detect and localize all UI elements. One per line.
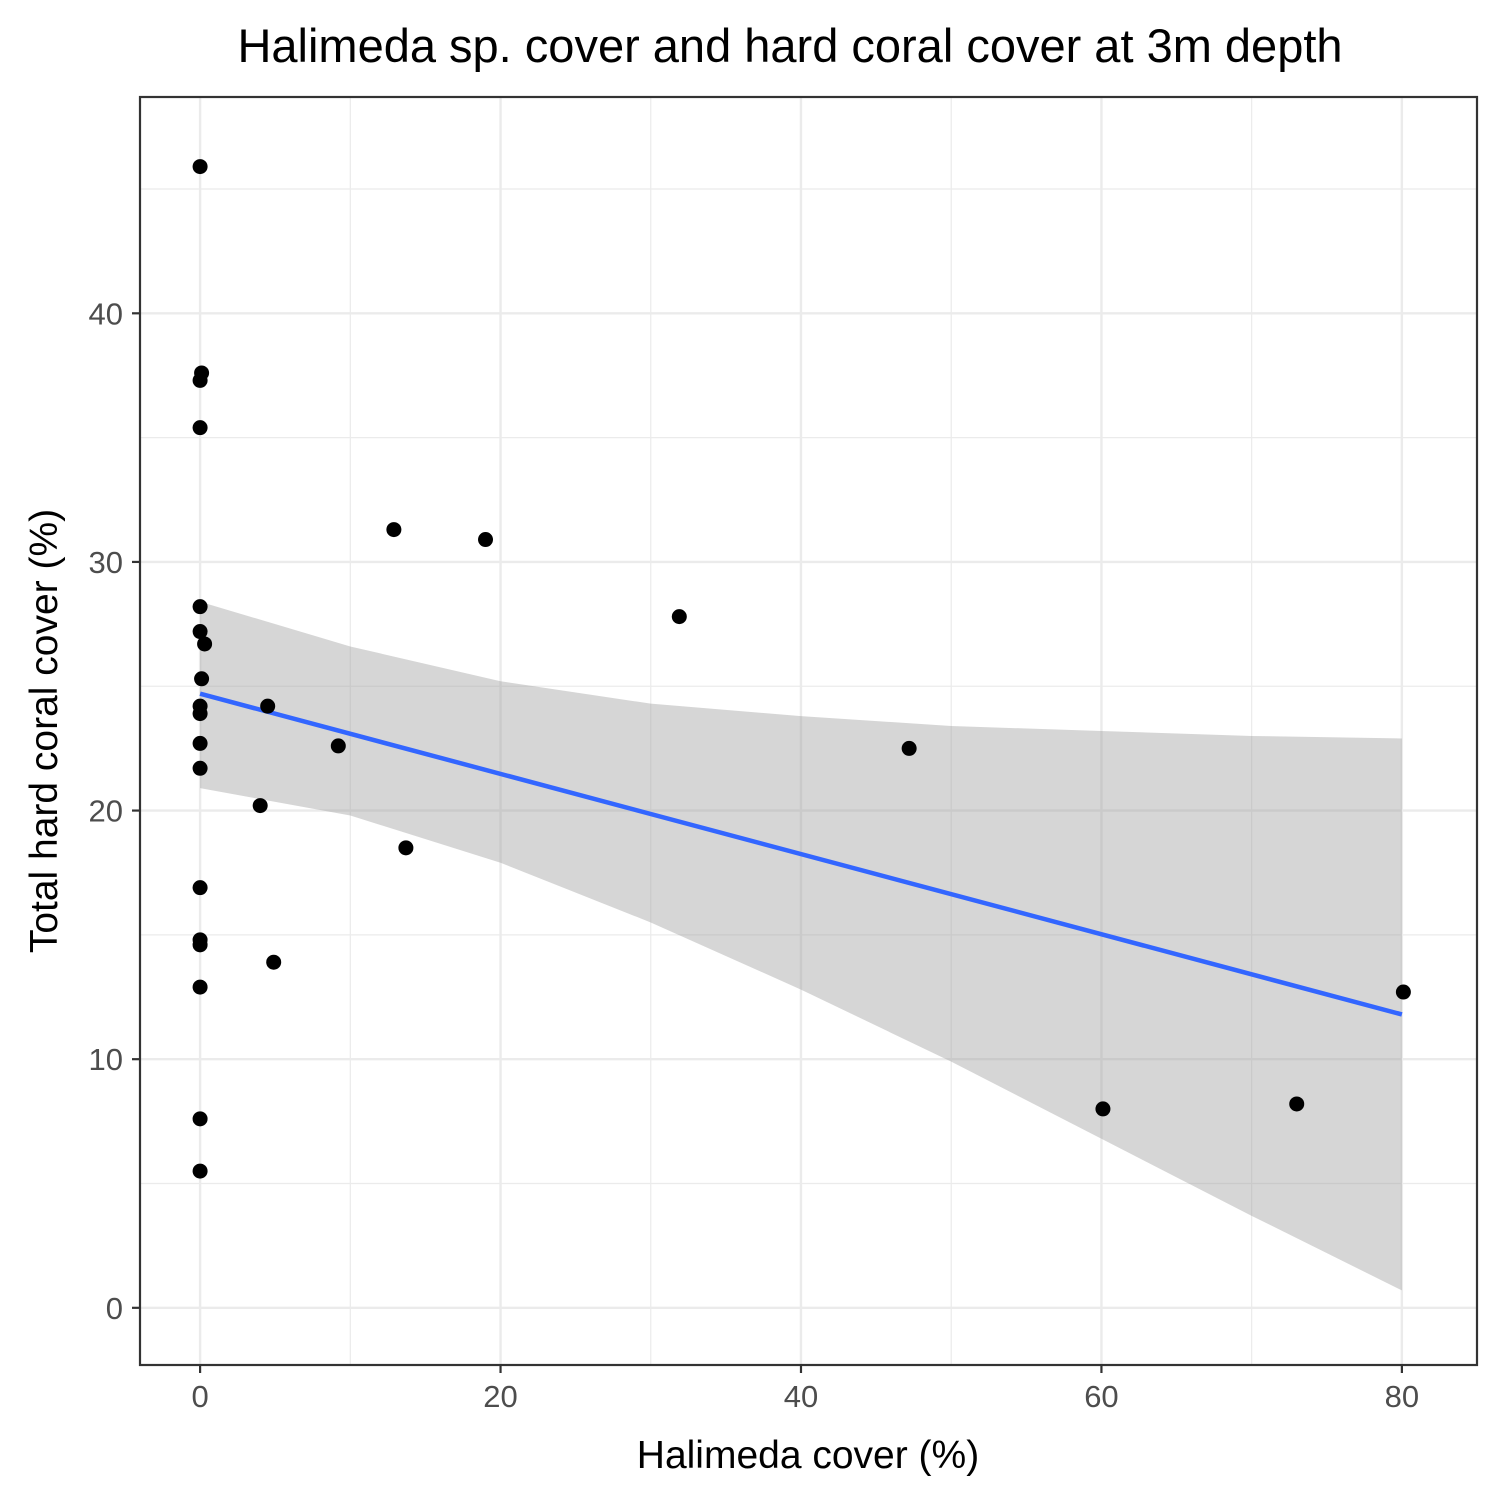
data-point: [192, 706, 208, 722]
y-tick-label: 40: [89, 296, 123, 331]
data-point: [398, 840, 414, 856]
data-point: [194, 671, 210, 687]
data-point: [330, 738, 346, 754]
data-point: [197, 636, 213, 652]
trend-line: [199, 691, 1403, 1017]
x-tick-label: 80: [1385, 1379, 1419, 1414]
data-point: [192, 372, 208, 388]
data-point: [192, 937, 208, 953]
data-points: [192, 159, 1411, 1179]
y-axis: 0 10 20 30 40: [89, 296, 140, 1326]
data-point: [192, 599, 208, 615]
data-point: [192, 979, 208, 995]
x-tick-label: 20: [483, 1379, 517, 1414]
x-axis-title: Halimeda cover (%): [637, 1434, 979, 1477]
plot-background: [140, 97, 1477, 1365]
data-point: [192, 760, 208, 776]
data-point: [192, 880, 208, 896]
data-point: [1395, 984, 1411, 1000]
data-point: [260, 698, 276, 714]
chart-title: Halimeda sp. cover and hard coral cover …: [237, 19, 1342, 72]
y-tick-label: 20: [89, 794, 123, 829]
x-tick-label: 60: [1084, 1379, 1118, 1414]
data-point: [386, 522, 402, 538]
x-axis: 0 20 40 60 80: [191, 1365, 1419, 1414]
data-point: [266, 954, 282, 970]
data-point: [192, 159, 208, 175]
data-point: [1095, 1101, 1111, 1117]
minor-gridlines: [140, 97, 1477, 1365]
y-axis-title: Total hard coral cover (%): [23, 509, 66, 953]
x-tick-label: 40: [784, 1379, 818, 1414]
data-point: [192, 624, 208, 640]
plot-border: [138, 95, 1479, 1367]
data-point: [478, 532, 494, 548]
y-tick-label: 0: [106, 1291, 123, 1326]
major-gridlines: [140, 97, 1477, 1365]
data-point: [192, 1111, 208, 1127]
data-point: [1289, 1096, 1305, 1112]
data-point: [901, 740, 917, 756]
data-point: [192, 1163, 208, 1179]
y-tick-label: 10: [89, 1042, 123, 1077]
y-tick-label: 30: [89, 545, 123, 580]
data-point: [192, 735, 208, 751]
data-point: [252, 798, 268, 814]
data-point: [192, 420, 208, 436]
data-point: [671, 609, 687, 625]
x-tick-label: 0: [191, 1379, 208, 1414]
